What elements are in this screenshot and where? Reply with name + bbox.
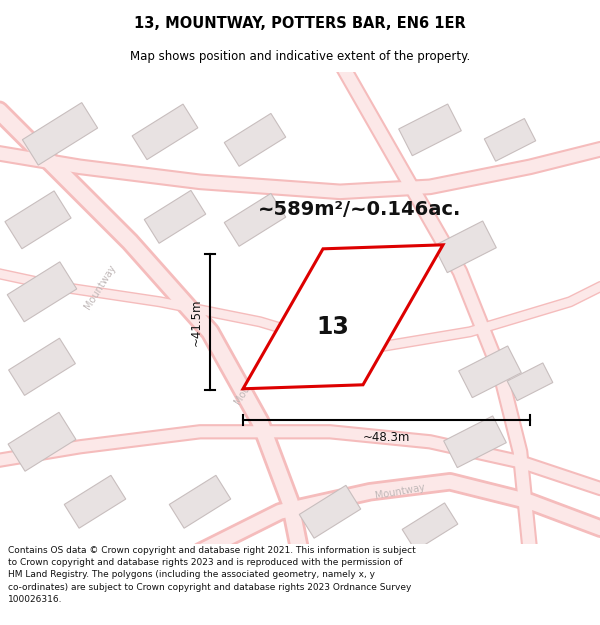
Polygon shape bbox=[434, 221, 496, 272]
Text: ~589m²/~0.146ac.: ~589m²/~0.146ac. bbox=[259, 201, 461, 219]
Text: Map shows position and indicative extent of the property.: Map shows position and indicative extent… bbox=[130, 49, 470, 62]
Polygon shape bbox=[443, 416, 506, 468]
Text: Mountway: Mountway bbox=[374, 482, 426, 501]
Text: Contains OS data © Crown copyright and database right 2021. This information is : Contains OS data © Crown copyright and d… bbox=[8, 546, 416, 604]
Polygon shape bbox=[458, 346, 521, 398]
Polygon shape bbox=[224, 113, 286, 166]
Polygon shape bbox=[402, 503, 458, 551]
Text: ~48.3m: ~48.3m bbox=[363, 431, 410, 444]
Polygon shape bbox=[8, 338, 76, 396]
Polygon shape bbox=[398, 104, 461, 156]
Polygon shape bbox=[243, 245, 443, 389]
Polygon shape bbox=[484, 119, 536, 161]
Polygon shape bbox=[22, 102, 98, 165]
Polygon shape bbox=[169, 476, 231, 528]
Text: 13, MOUNTWAY, POTTERS BAR, EN6 1ER: 13, MOUNTWAY, POTTERS BAR, EN6 1ER bbox=[134, 16, 466, 31]
Polygon shape bbox=[132, 104, 198, 159]
Text: Mountway: Mountway bbox=[82, 262, 118, 311]
Polygon shape bbox=[144, 191, 206, 243]
Polygon shape bbox=[7, 262, 77, 322]
Polygon shape bbox=[64, 476, 126, 528]
Polygon shape bbox=[507, 363, 553, 401]
Polygon shape bbox=[8, 412, 76, 471]
Text: ~41.5m: ~41.5m bbox=[190, 298, 203, 346]
Polygon shape bbox=[5, 191, 71, 249]
Text: 13: 13 bbox=[317, 315, 349, 339]
Text: Mountway: Mountway bbox=[232, 357, 268, 406]
Polygon shape bbox=[224, 193, 286, 246]
Polygon shape bbox=[299, 486, 361, 538]
